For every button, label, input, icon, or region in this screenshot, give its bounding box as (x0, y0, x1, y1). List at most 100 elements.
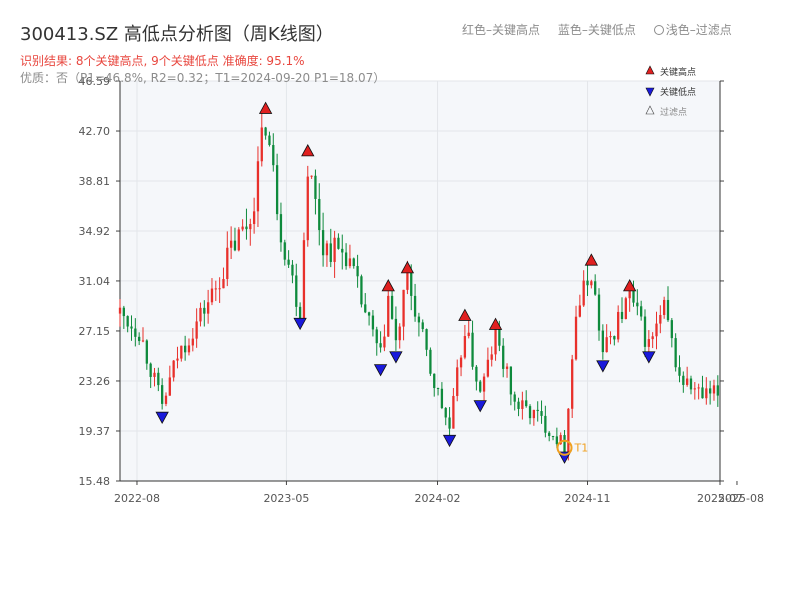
candle-body (528, 406, 532, 419)
page-title: 300413.SZ 高低点分析图（周K线图） (20, 24, 334, 45)
candle-body (291, 264, 294, 276)
candle-down (701, 375, 704, 399)
candle-down (440, 382, 444, 410)
candle-body (287, 259, 290, 265)
candle-body (191, 338, 194, 346)
candle-body (429, 349, 432, 374)
candle-up (218, 277, 221, 303)
candle-down (390, 288, 394, 320)
candle-body (459, 357, 463, 368)
candle-up (647, 330, 650, 353)
candle-down (245, 208, 248, 240)
candle-body (164, 395, 168, 404)
candle-body (705, 388, 708, 399)
candle-body (479, 381, 482, 392)
candle-body (138, 336, 141, 342)
candle-body (321, 230, 325, 256)
candle-body (218, 288, 221, 290)
candle-down (425, 328, 428, 357)
candle-body (199, 307, 202, 322)
candle-body (256, 161, 260, 212)
candle-up (628, 287, 631, 312)
candle-body (628, 290, 631, 299)
x-tick-label: 2025-08 (718, 492, 764, 505)
candle-body (571, 359, 574, 409)
candle-down (291, 260, 294, 284)
candle-up (252, 197, 256, 234)
candle-body (325, 243, 329, 256)
candle-up (693, 382, 696, 400)
candle-down (295, 263, 298, 317)
candle-body (172, 360, 175, 378)
candle-body (233, 240, 237, 251)
candle-body (651, 336, 654, 340)
candle-body (682, 375, 685, 385)
candle-down (360, 274, 363, 308)
candle-body (463, 336, 467, 358)
candle-down (352, 257, 355, 269)
candle-down (314, 169, 317, 215)
y-tick-label: 15.48 (79, 475, 111, 488)
candle-up (582, 270, 585, 307)
candle-body (203, 307, 206, 314)
candle-down (367, 311, 371, 326)
candle-body (467, 332, 470, 337)
candle-up (459, 355, 463, 377)
candle-up (655, 311, 658, 350)
candle-down (341, 234, 344, 270)
candle-body (647, 339, 650, 347)
key-high-marker (301, 144, 315, 157)
candle-down (337, 233, 340, 250)
candle-up (398, 323, 401, 349)
candle-down (555, 427, 559, 449)
candle-body (379, 343, 382, 348)
candle-up (191, 328, 194, 352)
x-tick-label: 2025-07 (697, 492, 743, 505)
candle-body (605, 337, 608, 353)
candle-body (643, 316, 647, 347)
legend-filtered-icon (645, 105, 655, 115)
legend-low-icon (645, 87, 655, 97)
x-tick-label: 2023-05 (263, 492, 309, 505)
candle-body (505, 366, 509, 369)
candle-body (548, 432, 551, 436)
candle-up (176, 346, 179, 369)
hollow-circle-icon (653, 25, 664, 35)
candle-up (383, 324, 386, 352)
key-low-marker (473, 400, 487, 413)
candle-body (670, 320, 673, 339)
key-low-marker (293, 317, 307, 331)
candle-body (632, 290, 635, 303)
candle-body (134, 328, 137, 337)
candle-body (609, 336, 612, 338)
x-tick-label: 2024-11 (565, 492, 611, 505)
candle-body (517, 401, 520, 409)
candle-body (597, 294, 601, 331)
candle-down (287, 250, 290, 269)
candle-down (356, 254, 359, 288)
candle-body (118, 307, 122, 314)
candle-body (494, 327, 497, 355)
key-low-marker (389, 351, 403, 364)
candle-body (536, 409, 539, 412)
candle-down (413, 283, 417, 322)
candle-up (467, 320, 470, 339)
candle-up (651, 332, 654, 349)
candle-body (659, 314, 662, 324)
candle-body (272, 144, 275, 166)
candle-body (394, 318, 398, 341)
candle-body (433, 373, 436, 389)
key-high-marker (584, 253, 599, 266)
candle-body (314, 175, 317, 199)
candle-down (586, 265, 589, 296)
candle-down (394, 306, 398, 351)
candle-up (222, 267, 225, 289)
candle-down (268, 131, 271, 147)
candle-body (356, 266, 359, 277)
candle-body (617, 311, 620, 340)
candle-down (620, 297, 624, 324)
candle-body (555, 436, 559, 445)
candle-up (659, 305, 662, 334)
candle-body (640, 306, 643, 317)
